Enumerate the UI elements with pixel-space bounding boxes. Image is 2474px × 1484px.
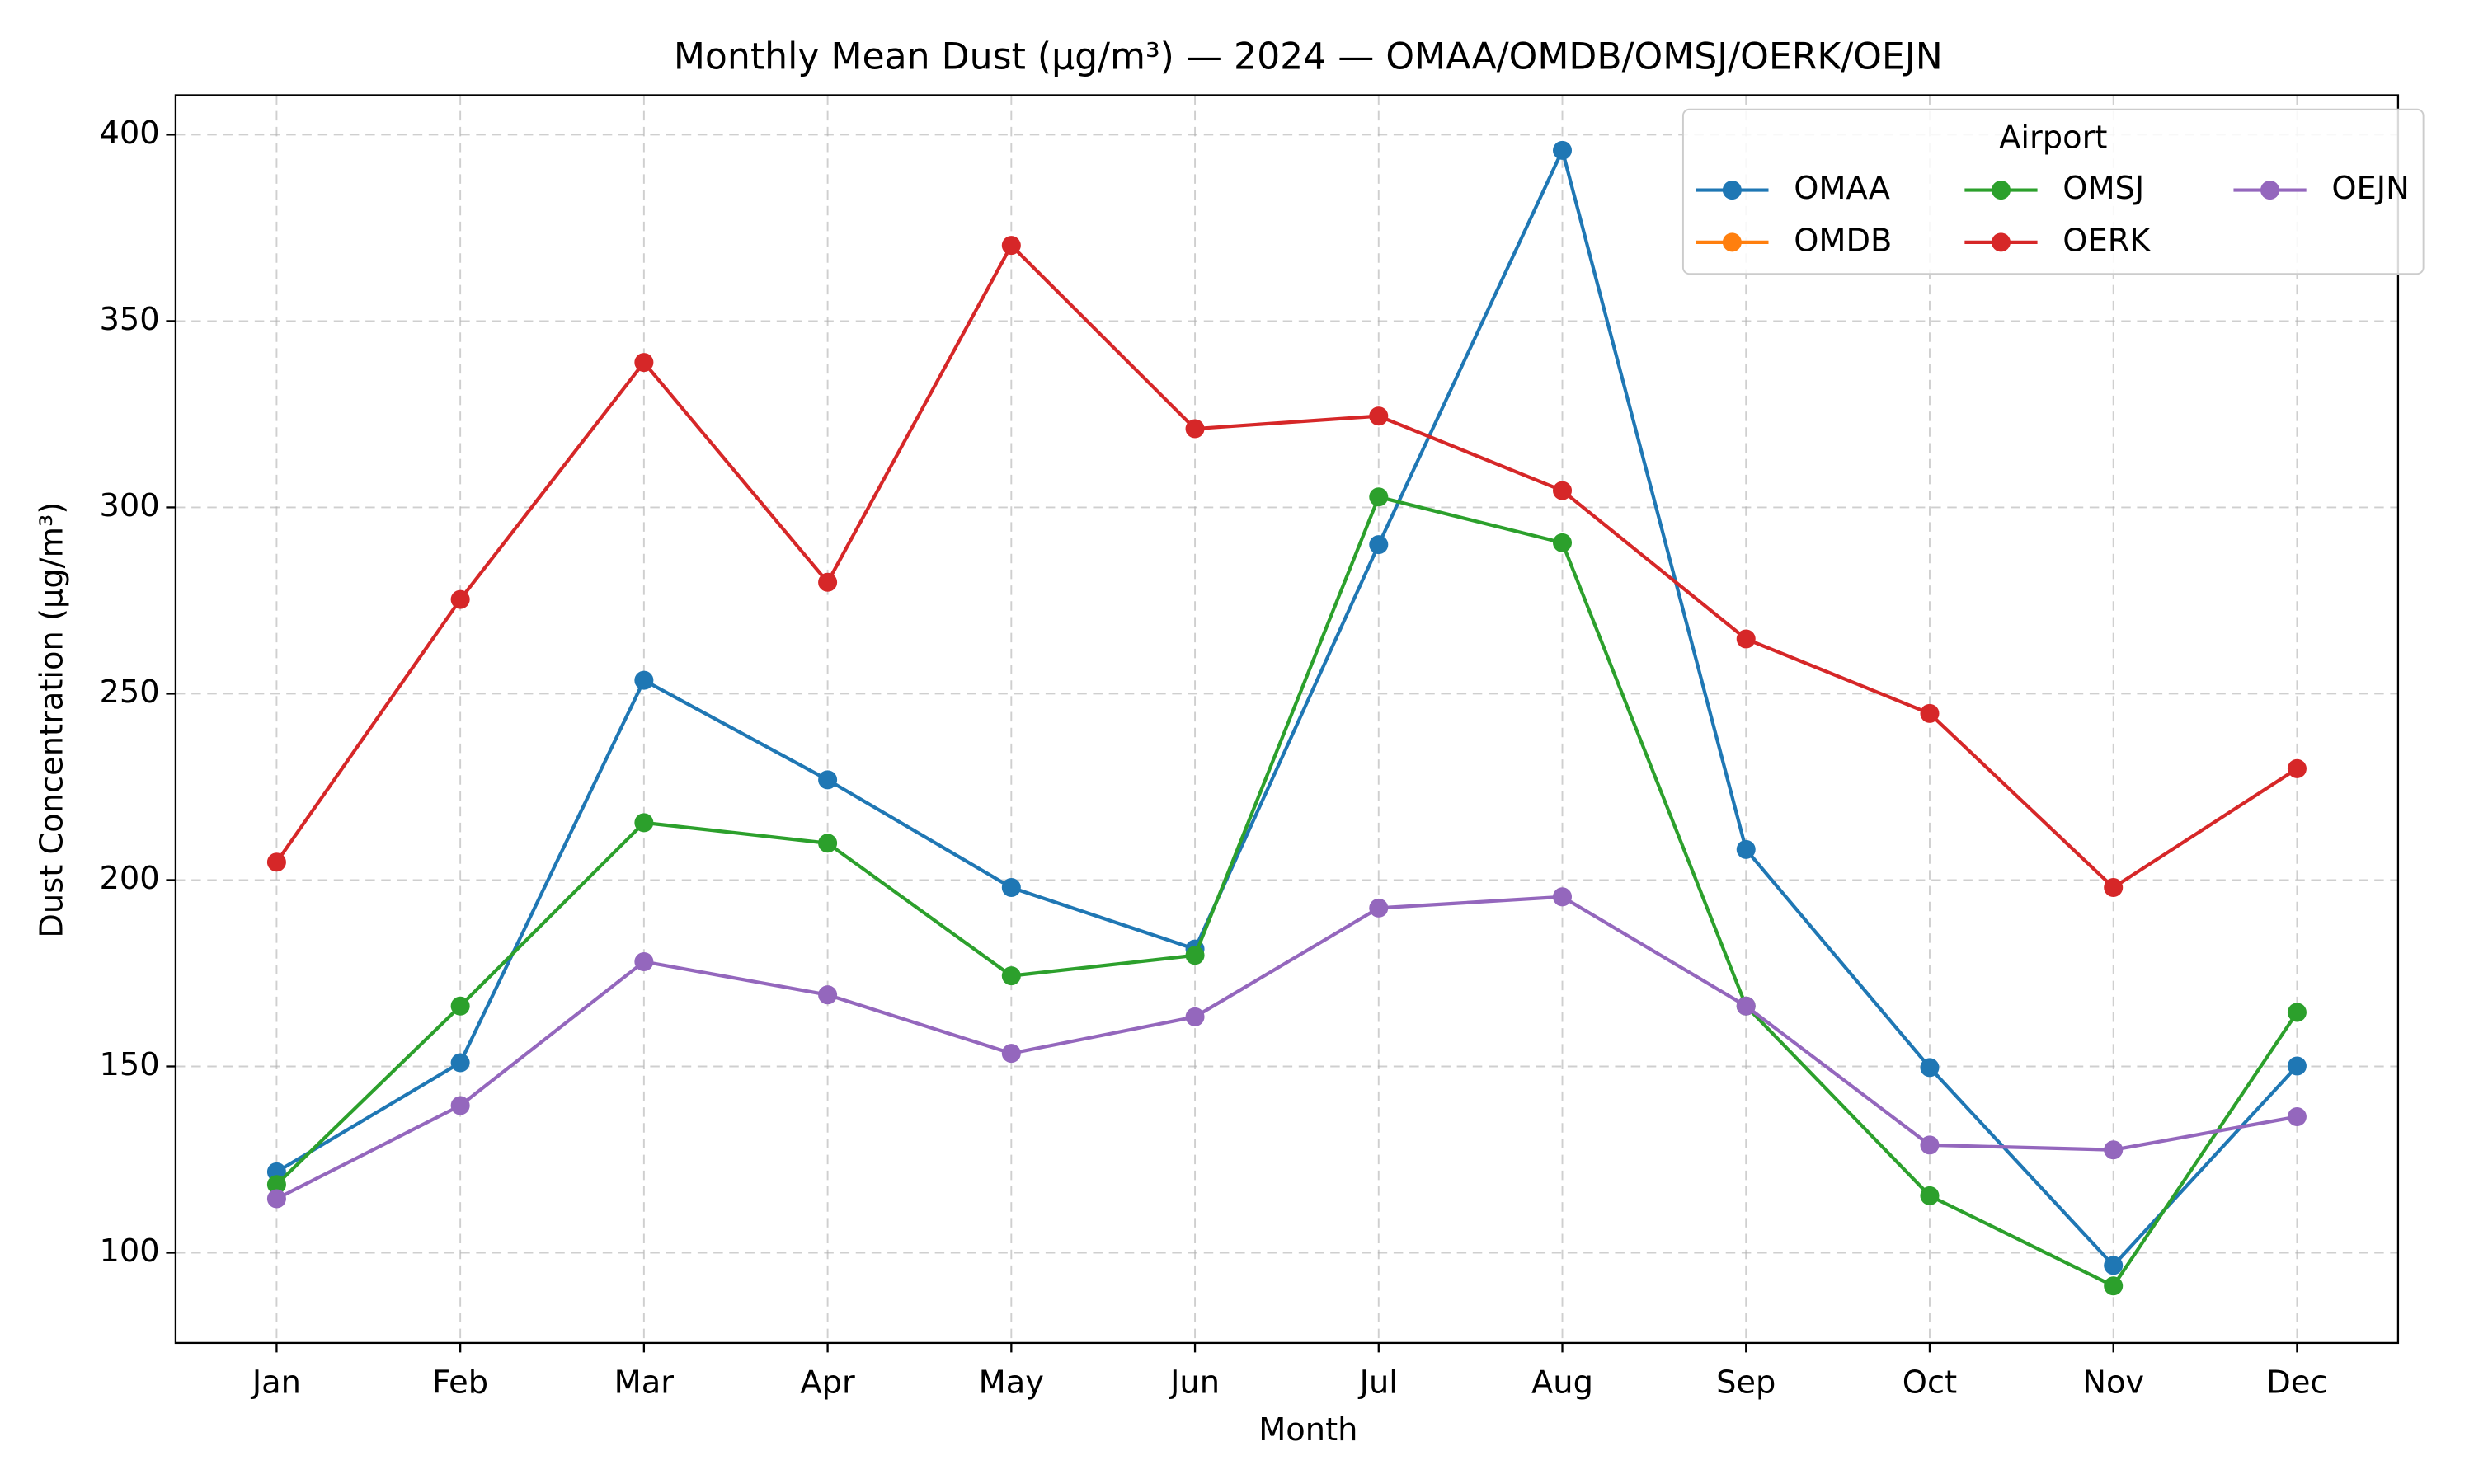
legend-marker	[2260, 181, 2280, 200]
data-point	[818, 770, 838, 790]
data-point	[818, 572, 838, 592]
legend-marker	[1991, 181, 2011, 200]
data-point	[2287, 1056, 2307, 1076]
data-point	[266, 1189, 286, 1209]
data-point	[1001, 877, 1021, 898]
data-point	[1185, 946, 1205, 965]
data-point	[266, 852, 286, 872]
data-point	[2287, 758, 2307, 778]
data-point	[450, 996, 470, 1016]
data-point	[634, 353, 654, 373]
data-point	[1736, 839, 1756, 859]
data-point	[2104, 1256, 2124, 1275]
legend-label: OMDB	[1794, 222, 1892, 259]
y-tick-label: 400	[100, 115, 160, 152]
x-tick-label: Oct	[1903, 1364, 1957, 1401]
data-point	[1553, 481, 1573, 500]
x-tick-label: Jan	[251, 1364, 301, 1401]
data-point	[1920, 1135, 1940, 1155]
chart-title: Monthly Mean Dust (µg/m³) — 2024 — OMAA/…	[674, 35, 1943, 77]
x-tick-label: Jul	[1358, 1364, 1398, 1401]
data-point	[450, 589, 470, 609]
y-tick-label: 200	[100, 860, 160, 897]
legend-label: OEJN	[2331, 170, 2409, 207]
legend-marker	[1991, 232, 2011, 252]
y-tick-label: 150	[100, 1046, 160, 1083]
data-point	[2287, 1107, 2307, 1127]
data-point	[634, 951, 654, 971]
x-tick-label: Jun	[1169, 1364, 1220, 1401]
data-point	[1920, 1058, 1940, 1078]
data-point	[1185, 1007, 1205, 1026]
y-tick-label: 100	[100, 1233, 160, 1270]
legend-label: OMAA	[1794, 170, 1890, 207]
data-point	[1369, 406, 1389, 426]
series-line	[275, 895, 2298, 1200]
data-point	[1553, 140, 1573, 160]
data-point	[1553, 887, 1573, 907]
x-tick-label: Apr	[800, 1364, 855, 1401]
series-line	[275, 242, 2298, 890]
x-tick-label: Mar	[614, 1364, 675, 1401]
data-point	[2104, 877, 2124, 898]
y-tick-label: 300	[100, 487, 160, 524]
y-axis-label: Dust Concentration (µg/m³)	[34, 502, 71, 938]
data-point	[1001, 1044, 1021, 1064]
data-point	[1920, 1186, 1940, 1205]
x-tick-label: Dec	[2266, 1364, 2327, 1401]
data-point	[1369, 487, 1389, 507]
data-point	[634, 670, 654, 690]
x-tick-label: Aug	[1531, 1364, 1593, 1401]
series-line	[275, 495, 2299, 1289]
legend-marker	[1722, 181, 1742, 200]
data-point	[1920, 703, 1940, 723]
data-point	[818, 834, 838, 853]
data-point	[2104, 1276, 2124, 1296]
data-point	[1185, 419, 1205, 439]
data-point	[1553, 533, 1573, 552]
data-point	[1736, 996, 1756, 1016]
data-point	[450, 1096, 470, 1115]
x-axis-label: Month	[1258, 1411, 1357, 1449]
data-point	[450, 1053, 470, 1073]
data-point	[2104, 1140, 2124, 1160]
data-point	[634, 813, 654, 833]
data-point	[1001, 966, 1021, 986]
data-point	[1001, 236, 1021, 256]
legend-marker	[1722, 232, 1742, 252]
y-tick-label: 250	[100, 674, 160, 711]
legend-label: OERK	[2062, 222, 2151, 259]
data-point	[2287, 1003, 2307, 1022]
x-tick-label: Sep	[1716, 1364, 1776, 1401]
x-tick-label: May	[979, 1364, 1044, 1401]
legend-title: Airport	[1999, 120, 2107, 157]
data-point	[266, 1175, 286, 1195]
x-tick-label: Feb	[432, 1364, 488, 1401]
series-line	[275, 145, 2298, 1268]
plot-frame	[174, 94, 2400, 1345]
legend-box	[1681, 108, 2425, 275]
y-tick-label: 350	[100, 301, 160, 338]
data-point	[1736, 629, 1756, 649]
data-point	[1369, 535, 1389, 555]
x-tick-label: Nov	[2082, 1364, 2144, 1401]
legend-label: OMSJ	[2062, 170, 2144, 207]
data-point	[818, 985, 838, 1005]
data-point	[1369, 898, 1389, 918]
